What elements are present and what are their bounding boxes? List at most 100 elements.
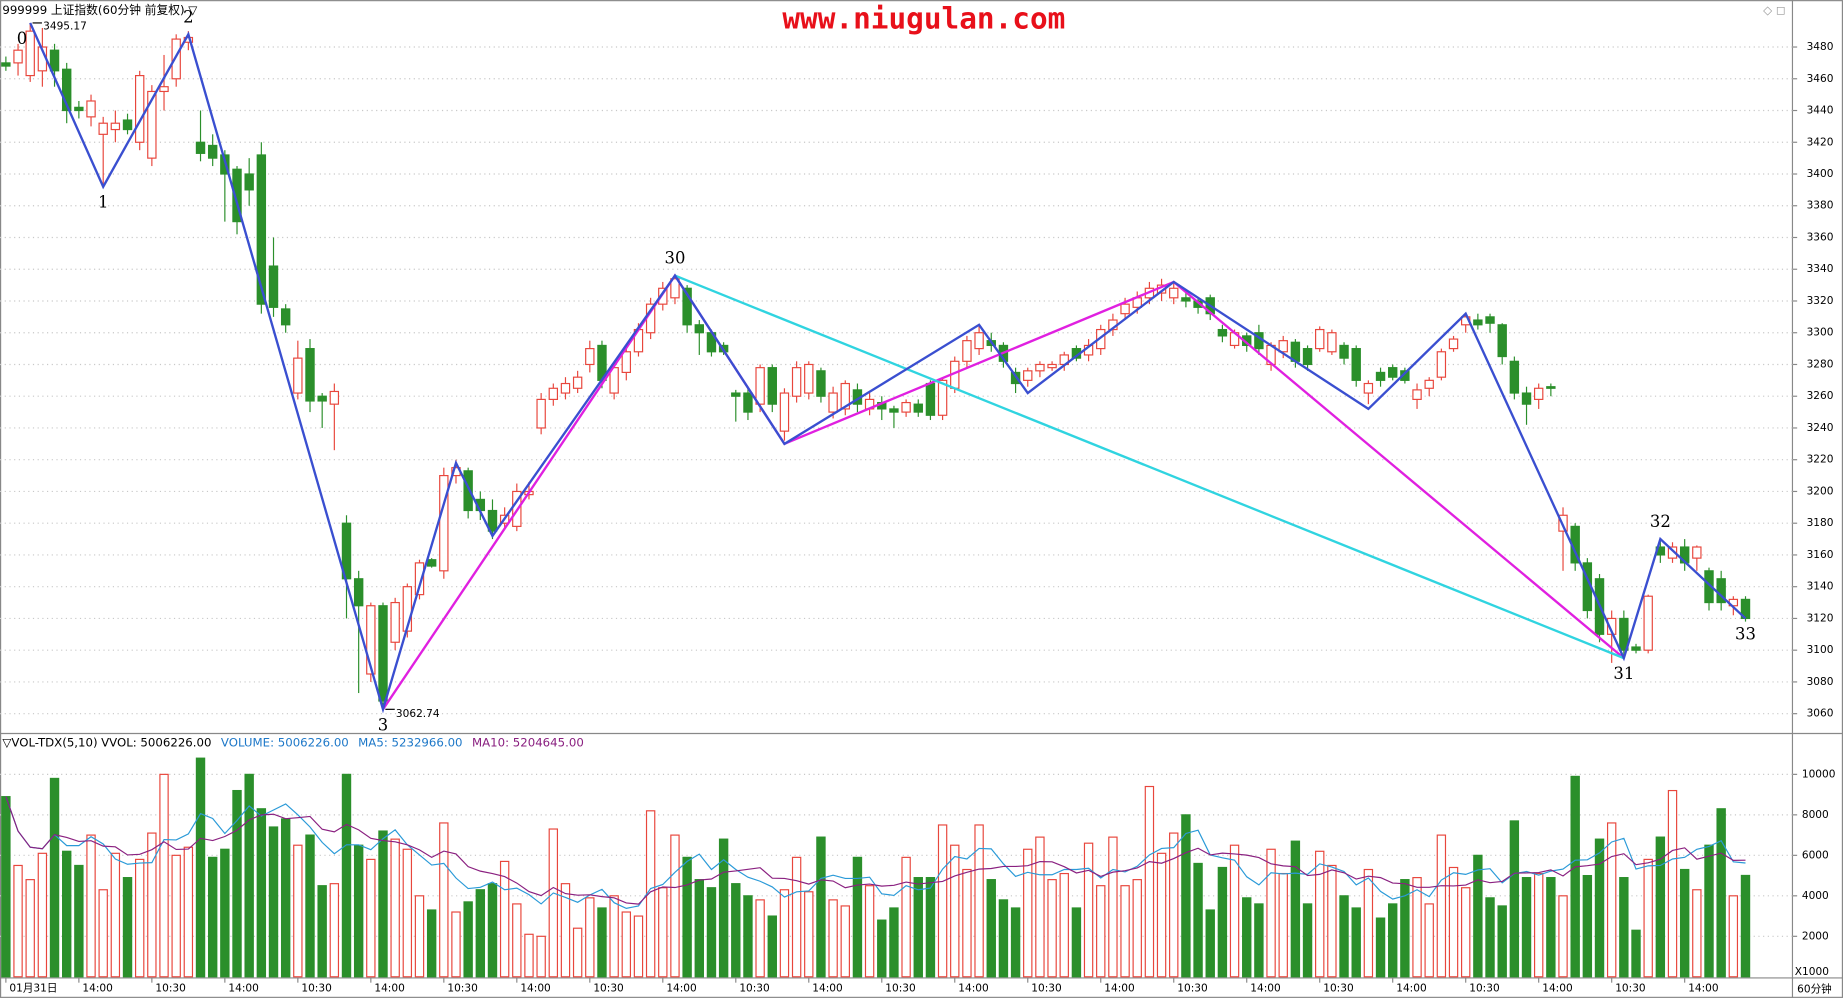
volume-bar [1, 796, 11, 978]
candle-body [147, 90, 157, 159]
x-tick-label: 14:00 [958, 983, 989, 995]
price-label: 3495.17 [43, 20, 87, 32]
y-tick-label: 3480 [1807, 41, 1834, 53]
candle-body [439, 474, 449, 572]
y-tick-label: 3420 [1807, 136, 1834, 148]
candle-body [804, 363, 814, 394]
volume-bar [804, 891, 814, 978]
volume-bar [463, 901, 473, 978]
volume-bar [1400, 879, 1410, 978]
volume-bar [195, 757, 206, 978]
wave-line [29, 22, 1747, 714]
volume-bar [560, 883, 571, 978]
candle-body [1412, 389, 1422, 400]
x-tick-label: 10:30 [1615, 983, 1646, 995]
candle-body [840, 382, 850, 410]
candle-body [1497, 324, 1507, 358]
volume-bar [1533, 872, 1544, 978]
candle-body [1473, 319, 1483, 326]
period-label: 60分钟 [1797, 983, 1832, 996]
x-tick-label: 10:30 [885, 983, 916, 995]
volume-bar [426, 909, 437, 978]
volume-bar [986, 879, 996, 978]
y-tick-label: 2000 [1802, 930, 1829, 942]
candle-body [122, 119, 133, 131]
volume-bar [877, 919, 887, 978]
x-tick-label: 14:00 [812, 983, 843, 995]
candle-body [755, 367, 765, 405]
volume-bar [1424, 903, 1434, 978]
candle-body [1181, 297, 1191, 302]
volume-bar [159, 773, 169, 978]
x-tick-label: 14:00 [520, 983, 551, 995]
volume-bar [816, 836, 826, 978]
volume-bar [353, 844, 364, 978]
pivot-label: 30 [665, 249, 686, 268]
volume-bar [925, 877, 936, 978]
candle-body [1339, 344, 1349, 359]
legend-entry: VVOL: 5006226.00 [101, 735, 211, 749]
candle-body [1546, 386, 1556, 389]
volume-bar [1242, 897, 1252, 978]
volume-bar [207, 856, 218, 978]
y-tick-label: 3100 [1807, 644, 1834, 656]
volume-bar [512, 903, 522, 978]
candle-body [1327, 332, 1337, 353]
volume-bar [1546, 877, 1556, 978]
candle-body [1023, 370, 1033, 381]
volume-bar [950, 844, 960, 978]
pivot-label: 1 [98, 193, 108, 212]
x-tick-label: 14:00 [666, 983, 697, 995]
candle-body [1217, 328, 1228, 337]
volume-bar [1132, 879, 1142, 978]
candle-body [98, 122, 108, 135]
volume-bar [62, 850, 72, 978]
volume-bar [633, 915, 644, 978]
volume-bar [244, 773, 254, 978]
volume-bar [220, 848, 230, 978]
volume-bar [402, 848, 413, 978]
volume-bar [1278, 872, 1288, 978]
candle-body [1509, 360, 1520, 394]
volume-bar [828, 899, 838, 978]
volume-bar [1594, 838, 1605, 978]
volume-bar [1144, 785, 1155, 978]
y-tick-label: 3060 [1807, 708, 1834, 720]
volume-bar [937, 824, 948, 978]
volume-bar [743, 895, 753, 978]
candle-body [25, 30, 35, 77]
y-tick-label: 3340 [1807, 263, 1834, 275]
volume-bar [1156, 852, 1167, 978]
volume-bar [682, 856, 692, 978]
y-tick-label: 3220 [1807, 454, 1834, 466]
volume-bar [147, 832, 157, 978]
candle-body [1643, 595, 1653, 651]
volume-bar [1290, 840, 1301, 978]
x-tick-label: 10:30 [155, 983, 186, 995]
x-tick-label: 14:00 [374, 983, 405, 995]
candle-body [1533, 387, 1544, 400]
x-tick-label: 14:00 [228, 983, 259, 995]
candle-body [1521, 392, 1532, 405]
volume-bar [524, 933, 534, 978]
volume-bar [329, 883, 340, 978]
volume-bar [694, 879, 704, 978]
volume-bar [1692, 889, 1702, 978]
volume-bar [1716, 808, 1726, 978]
candle-body [317, 395, 327, 402]
legend-entry: MA10: 5204645.00 [472, 735, 584, 749]
volume-unit: X1000 [1795, 966, 1829, 978]
volume-bar [645, 810, 656, 978]
candle-body [682, 287, 692, 326]
volume-bar [1023, 848, 1033, 978]
window-icons[interactable]: ◇ ◻ [1763, 3, 1786, 17]
volume-bar [779, 889, 790, 978]
volume-bar [451, 911, 461, 978]
candle-body [62, 68, 72, 112]
candle-body [305, 348, 315, 402]
volume-bar [499, 860, 510, 978]
candle-body [1363, 382, 1374, 394]
